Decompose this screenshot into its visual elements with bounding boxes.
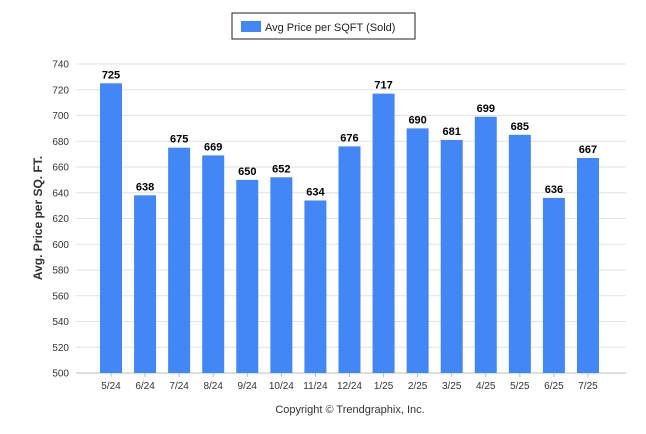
data-label: 685 bbox=[511, 121, 529, 133]
x-tick-label: 12/24 bbox=[337, 381, 362, 392]
x-tick-label: 11/24 bbox=[303, 381, 328, 392]
y-axis-title: Avg. Price per SQ. FT. bbox=[31, 156, 45, 280]
data-label: 725 bbox=[102, 69, 120, 81]
bar bbox=[304, 200, 327, 373]
y-tick-label: 680 bbox=[52, 137, 69, 148]
data-label: 667 bbox=[579, 144, 597, 156]
x-axis-ticks: 5/24 6/24 7/24 8/24 9/24 10/24 11/24 12/24 1/25 2… bbox=[101, 373, 598, 392]
y-tick-label: 520 bbox=[52, 343, 69, 354]
y-tick-label: 620 bbox=[52, 214, 69, 225]
legend: Avg Price per SQFT (Sold) bbox=[231, 12, 416, 40]
legend-label: Avg Price per SQFT (Sold) bbox=[265, 22, 395, 34]
bar bbox=[576, 157, 599, 373]
bar bbox=[338, 146, 361, 373]
copyright-footer: Copyright © Trendgraphix, Inc. bbox=[275, 404, 424, 416]
data-label: 699 bbox=[477, 103, 495, 115]
x-tick-label: 10/24 bbox=[269, 381, 294, 392]
x-tick-label: 4/25 bbox=[476, 381, 496, 392]
bar bbox=[508, 134, 531, 373]
x-tick-label: 7/25 bbox=[578, 381, 598, 392]
bar bbox=[168, 147, 191, 373]
bar bbox=[440, 139, 463, 373]
y-tick-label: 660 bbox=[52, 163, 69, 174]
bar bbox=[270, 177, 293, 373]
x-tick-label: 1/25 bbox=[374, 381, 394, 392]
data-label: 676 bbox=[340, 132, 358, 144]
y-tick-label: 700 bbox=[52, 111, 69, 122]
data-label: 669 bbox=[204, 141, 222, 153]
y-axis-ticks: 500 520 540 560 580 600 620 640 660 680 700 720 740 bbox=[52, 60, 69, 380]
x-tick-label: 5/25 bbox=[510, 381, 530, 392]
x-tick-label: 2/25 bbox=[408, 381, 428, 392]
x-tick-label: 6/24 bbox=[135, 381, 155, 392]
x-tick-label: 8/24 bbox=[203, 381, 223, 392]
bar bbox=[372, 93, 395, 374]
y-tick-label: 640 bbox=[52, 188, 69, 199]
bar bbox=[100, 83, 122, 373]
bar bbox=[134, 195, 157, 373]
bars bbox=[100, 83, 599, 374]
bar bbox=[542, 197, 565, 373]
data-labels: 725 638 675 669 650 652 634 676 717 690 681 699 685 6… bbox=[102, 69, 597, 198]
data-label: 650 bbox=[238, 166, 256, 178]
data-label: 638 bbox=[136, 181, 154, 193]
y-tick-label: 720 bbox=[52, 85, 69, 96]
data-label: 636 bbox=[545, 184, 563, 196]
x-tick-label: 7/24 bbox=[169, 381, 189, 392]
bar bbox=[474, 116, 497, 373]
y-tick-label: 540 bbox=[52, 317, 69, 328]
bar bbox=[202, 155, 225, 373]
legend-swatch bbox=[241, 21, 261, 32]
y-tick-label: 740 bbox=[52, 60, 69, 71]
x-tick-label: 3/25 bbox=[442, 381, 462, 392]
data-label: 690 bbox=[408, 114, 426, 126]
data-label: 675 bbox=[170, 134, 188, 146]
y-tick-label: 560 bbox=[52, 291, 69, 302]
data-label: 717 bbox=[374, 80, 392, 92]
y-tick-label: 600 bbox=[52, 240, 69, 251]
x-tick-label: 6/25 bbox=[544, 381, 564, 392]
data-label: 652 bbox=[272, 163, 290, 175]
y-tick-label: 580 bbox=[52, 266, 69, 277]
x-tick-label: 9/24 bbox=[238, 381, 258, 392]
bar bbox=[406, 128, 429, 373]
data-label: 634 bbox=[306, 186, 325, 198]
data-label: 681 bbox=[443, 126, 461, 138]
bar bbox=[236, 179, 259, 373]
y-tick-label: 500 bbox=[52, 369, 69, 380]
x-tick-label: 5/24 bbox=[101, 381, 121, 392]
legend-box bbox=[231, 12, 416, 40]
